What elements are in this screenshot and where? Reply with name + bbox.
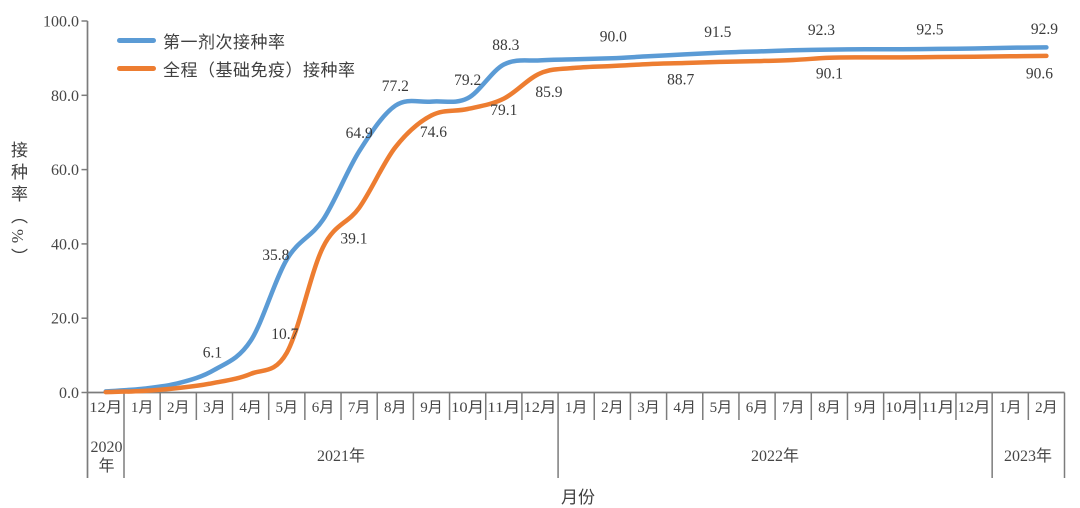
x-axis-title: 月份 (561, 488, 595, 507)
data-label: 39.1 (340, 231, 367, 248)
x-month-label: 12月 (523, 400, 556, 416)
first-dose-line-swatch (117, 37, 156, 43)
x-month-label: 3月 (637, 400, 660, 416)
x-month-label: 11月 (487, 400, 520, 416)
x-month-label: 3月 (203, 400, 226, 416)
data-label: 35.8 (262, 247, 289, 264)
data-label: 90.1 (816, 65, 843, 82)
series-line-full-course (103, 53, 1049, 395)
y-tick-label: 100.0 (43, 14, 79, 31)
x-month-label: 8月 (818, 400, 841, 416)
year-label-2022: 2022年 (750, 448, 800, 465)
data-label: 79.2 (454, 72, 481, 89)
data-label: 92.3 (808, 22, 835, 39)
legend-label-first-dose: 第一剂次接种率 (163, 32, 286, 52)
x-month-label: 4月 (673, 400, 696, 416)
y-tick-label: 20.0 (51, 311, 79, 328)
series-line-first-dose (103, 45, 1049, 394)
legend-item-first-dose: 第一剂次接种率 (117, 30, 356, 52)
x-month-label: 1月 (565, 400, 588, 416)
x-month-label: 11月 (921, 400, 954, 416)
data-label: 74.6 (420, 124, 447, 141)
x-month-label: 6月 (312, 400, 335, 416)
y-tick-label: 60.0 (51, 162, 79, 179)
data-label: 90.6 (1026, 65, 1053, 82)
legend-label-full-course: 全程（基础免疫）接种率 (163, 60, 356, 80)
x-month-label: 10月 (451, 400, 484, 416)
data-label: 77.2 (382, 78, 409, 95)
data-label: 91.5 (704, 24, 731, 41)
legend: 第一剂次接种率 全程（基础免疫）接种率 (117, 30, 356, 80)
y-tick-label: 0.0 (59, 385, 79, 402)
x-month-label: 12月 (89, 400, 122, 416)
x-month-label: 1月 (999, 400, 1022, 416)
data-label: 88.3 (492, 37, 519, 54)
legend-item-full-course: 全程（基础免疫）接种率 (117, 58, 356, 80)
x-month-label: 9月 (854, 400, 877, 416)
data-label: 92.9 (1031, 21, 1058, 38)
y-tick-label: 40.0 (51, 236, 79, 253)
x-month-label: 5月 (276, 400, 299, 416)
y-tick-label: 80.0 (51, 88, 79, 105)
data-label: 90.0 (600, 29, 627, 46)
full-course-line-swatch (117, 65, 156, 71)
x-month-label: 5月 (710, 400, 733, 416)
data-label: 6.1 (203, 344, 222, 361)
x-month-label: 10月 (885, 400, 918, 416)
x-month-label: 7月 (782, 400, 805, 416)
data-label: 88.7 (667, 71, 694, 88)
x-month-label: 6月 (746, 400, 769, 416)
data-label: 85.9 (535, 84, 562, 101)
x-month-label: 12月 (958, 400, 991, 416)
x-month-label: 9月 (420, 400, 443, 416)
data-label: 10.7 (271, 326, 298, 343)
x-month-label: 2月 (601, 400, 624, 416)
year-label-2023: 2023年 (1003, 448, 1053, 465)
data-label: 79.1 (490, 102, 517, 119)
year-label-2021: 2021年 (316, 448, 366, 465)
x-month-label: 7月 (348, 400, 371, 416)
data-label: 64.9 (346, 125, 373, 142)
x-month-label: 8月 (384, 400, 407, 416)
x-month-label: 4月 (239, 400, 262, 416)
x-month-label: 2月 (1035, 400, 1058, 416)
y-axis-title: 接种率（%） (8, 141, 27, 271)
x-month-label: 1月 (131, 400, 154, 416)
x-month-label: 2月 (167, 400, 190, 416)
year-label-2020: 2020年 (90, 439, 123, 475)
data-label: 92.5 (916, 21, 943, 38)
